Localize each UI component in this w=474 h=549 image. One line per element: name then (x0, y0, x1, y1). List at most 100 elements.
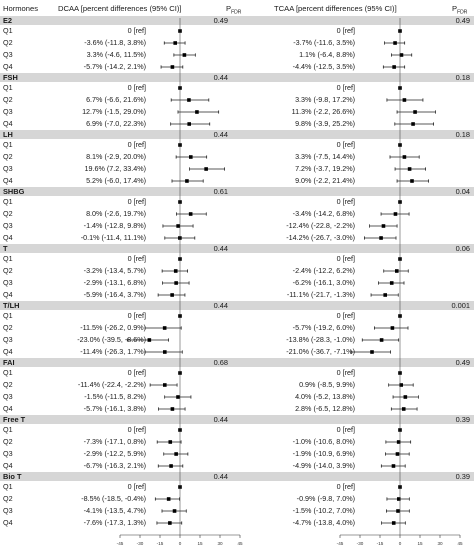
table-row: Q4 -11.4% (-26.3, 1.7%) -21.0% (-36.7, -7.… (0, 346, 474, 358)
quartile-label: Q4 (3, 404, 13, 413)
tcaa-p-value: 0.39 (455, 472, 470, 481)
dcaa-estimate-text: 8.1% (-2.9, 20.0%) (86, 152, 146, 161)
dcaa-estimate-text: -6.7% (-16.3, 2.1%) (83, 461, 146, 470)
quartile-label: Q4 (3, 62, 13, 71)
dcaa-estimate-text: -5.7% (-16.1, 3.8%) (83, 404, 146, 413)
table-row: Q3 3.3% (-4.6, 11.5%) 1.1% (-6.4, 8.8%) (0, 49, 474, 61)
tcaa-estimate-text: 0 [ref] (336, 140, 355, 149)
tcaa-p-value: 0.39 (455, 415, 470, 424)
dcaa-estimate-text: 12.7% (-1.5, 29.0%) (82, 107, 146, 116)
table-row: Q2 8.1% (-2.9, 20.0%) 3.3% (-7.5, 14.4%) (0, 151, 474, 163)
table-row: Q2 -3.6% (-11.8, 3.8%) -3.7% (-11.6, 3.5%) (0, 37, 474, 49)
group-name: FSH (3, 73, 18, 82)
tcaa-estimate-text: 9.0% (-2.2, 21.4%) (295, 176, 355, 185)
tcaa-estimate-text: -13.8% (-28.3, -1.0%) (286, 335, 355, 344)
dcaa-estimate-text: -2.9% (-12.2, 5.9%) (83, 449, 146, 458)
quartile-label: Q2 (3, 323, 13, 332)
group-name: FAI (3, 358, 15, 367)
dcaa-column-header: DCAA [percent differences (95% CI)] (58, 4, 182, 13)
dcaa-tick-label: 15 (197, 541, 203, 546)
group-name: E2 (3, 16, 13, 25)
quartile-label: Q3 (3, 107, 13, 116)
dcaa-p-value: 0.44 (213, 472, 228, 481)
quartile-label: Q1 (3, 425, 13, 434)
dcaa-tick-label: -15 (156, 541, 164, 546)
group-header: FSH 0.44 0.18 (0, 73, 474, 82)
dcaa-estimate-text: -3.6% (-11.8, 3.8%) (84, 38, 146, 47)
dcaa-p-value: 0.68 (213, 358, 228, 367)
quartile-label: Q2 (3, 209, 13, 218)
dcaa-tick-label: -30 (136, 541, 144, 546)
tcaa-tick-label: 45 (457, 541, 463, 546)
quartile-label: Q3 (3, 278, 13, 287)
quartile-label: Q4 (3, 347, 13, 356)
tcaa-estimate-text: 0 [ref] (336, 311, 355, 320)
tcaa-pfdr-header: PFDR (452, 4, 467, 16)
quartile-label: Q4 (3, 461, 13, 470)
tcaa-estimate-text: -3.4% (-14.2, 6.8%) (292, 209, 355, 218)
dcaa-p-value: 0.44 (213, 130, 228, 139)
table-row: Q2 8.0% (-2.6, 19.7%) -3.4% (-14.2, 6.8%) (0, 208, 474, 220)
tcaa-estimate-text: 0 [ref] (336, 425, 355, 434)
tcaa-p-letter: P (452, 4, 458, 13)
tcaa-estimate-text: 9.8% (-3.9, 25.2%) (295, 119, 355, 128)
dcaa-p-value: 0.61 (213, 187, 228, 196)
dcaa-tick-label: 45 (237, 541, 243, 546)
quartile-label: Q1 (3, 197, 13, 206)
dcaa-estimate-text: 19.6% (7.2, 33.4%) (84, 164, 146, 173)
quartile-label: Q3 (3, 392, 13, 401)
quartile-label: Q4 (3, 176, 13, 185)
table-row: Q3 -2.9% (-12.2, 5.9%) -1.9% (-10.9, 6.9%) (0, 448, 474, 460)
dcaa-p-value: 0.44 (213, 415, 228, 424)
tcaa-estimate-text: -4.7% (-13.8, 4.0%) (292, 518, 355, 527)
table-row: Q4 -5.7% (-14.2, 2.1%) -4.4% (-12.5, 3.5%) (0, 61, 474, 73)
tcaa-p-value: 0.18 (455, 130, 470, 139)
group-header: SHBG 0.61 0.04 (0, 187, 474, 196)
table-row: Q3 -2.9% (-13.1, 6.8%) -6.2% (-16.1, 3.0%) (0, 277, 474, 289)
group-name: T (3, 244, 8, 253)
tcaa-estimate-text: -12.4% (-22.8, -2.2%) (286, 221, 355, 230)
dcaa-estimate-text: 0 [ref] (127, 83, 146, 92)
dcaa-estimate-text: 0 [ref] (127, 254, 146, 263)
tcaa-estimate-text: 3.3% (-9.8, 17.2%) (295, 95, 355, 104)
tcaa-estimate-text: -4.9% (-14.0, 3.9%) (292, 461, 355, 470)
quartile-label: Q3 (3, 50, 13, 59)
group-name: LH (3, 130, 13, 139)
group-header: LH 0.44 0.18 (0, 130, 474, 139)
quartile-label: Q1 (3, 83, 13, 92)
dcaa-estimate-text: -11.4% (-22.4, -2.2%) (77, 380, 146, 389)
dcaa-estimate-text: -1.5% (-11.5, 8.2%) (84, 392, 146, 401)
tcaa-p-value: 0.04 (455, 187, 470, 196)
table-row: Q3 19.6% (7.2, 33.4%) 7.2% (-3.7, 19.2%) (0, 163, 474, 175)
table-row: Q4 6.9% (-7.0, 22.3%) 9.8% (-3.9, 25.2%) (0, 118, 474, 130)
tcaa-estimate-text: -11.1% (-21.7, -1.3%) (286, 290, 355, 299)
dcaa-p-subscript: FDR (231, 9, 242, 16)
dcaa-estimate-text: 3.3% (-4.6, 11.5%) (86, 50, 146, 59)
tcaa-tick-label: -45 (336, 541, 344, 546)
quartile-label: Q2 (3, 152, 13, 161)
dcaa-estimate-text: 0 [ref] (127, 197, 146, 206)
quartile-label: Q3 (3, 506, 13, 515)
table-row: Q2 -8.5% (-18.5, -0.4%) -0.9% (-9.8, 7.0%) (0, 493, 474, 505)
quartile-label: Q3 (3, 221, 13, 230)
dcaa-estimate-text: 0 [ref] (127, 140, 146, 149)
table-row: Q1 0 [ref] 0 [ref] (0, 481, 474, 493)
dcaa-p-value: 0.49 (213, 16, 228, 25)
table-row: Q4 -6.7% (-16.3, 2.1%) -4.9% (-14.0, 3.9%) (0, 460, 474, 472)
table-row: Q3 -1.5% (-11.5, 8.2%) 4.0% (-5.2, 13.8%) (0, 391, 474, 403)
tcaa-tick-label: -15 (376, 541, 384, 546)
tcaa-tick-label: 0 (398, 541, 402, 546)
table-row: Q2 -3.2% (-13.4, 5.7%) -2.4% (-12.2, 6.2%) (0, 265, 474, 277)
tcaa-estimate-text: -1.0% (-10.6, 8.0%) (292, 437, 355, 446)
dcaa-estimate-text: -7.6% (-17.3, 1.3%) (83, 518, 146, 527)
dcaa-estimate-text: 0 [ref] (127, 311, 146, 320)
dcaa-estimate-text: -5.9% (-16.4, 3.7%) (83, 290, 146, 299)
dcaa-estimate-text: -4.1% (-13.5, 4.7%) (83, 506, 146, 515)
group-header: E2 0.49 0.49 (0, 16, 474, 25)
dcaa-estimate-text: 8.0% (-2.6, 19.7%) (86, 209, 146, 218)
quartile-label: Q4 (3, 518, 13, 527)
tcaa-estimate-text: 0 [ref] (336, 368, 355, 377)
group-header: FAI 0.68 0.49 (0, 358, 474, 367)
dcaa-estimate-text: 0 [ref] (127, 482, 146, 491)
tcaa-estimate-text: 2.8% (-6.5, 12.8%) (295, 404, 355, 413)
